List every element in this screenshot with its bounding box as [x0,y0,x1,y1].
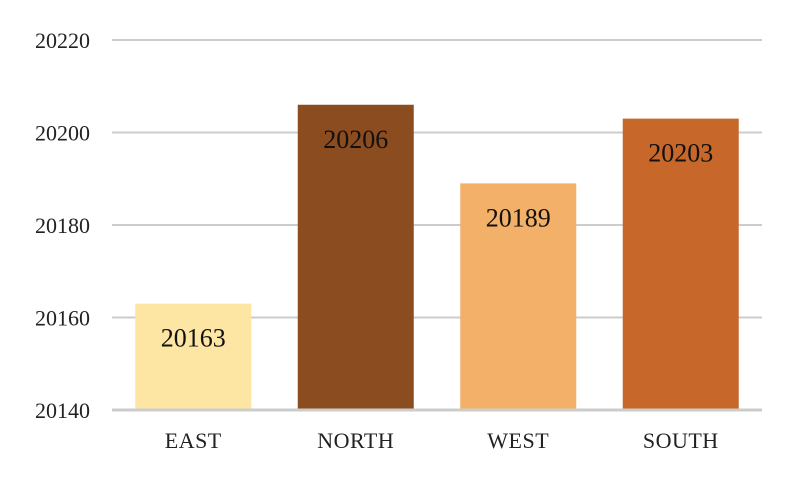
y-tick-label: 20140 [35,398,90,423]
y-tick-label: 20220 [35,28,90,53]
x-axis-category-labels: EAST NORTH WEST SOUTH [112,408,762,453]
bars [135,104,739,410]
data-label-south: 20203 [648,139,713,168]
bar-north [297,104,414,410]
category-label-east: EAST [165,428,222,453]
category-label-west: WEST [487,428,549,453]
y-tick-label: 20160 [35,306,90,331]
y-axis-tick-labels: 20140 20160 20180 20200 20220 [35,28,90,423]
bar-east [135,303,252,410]
data-label-north: 20206 [323,125,388,154]
y-tick-label: 20180 [35,213,90,238]
bar-west [460,183,577,410]
y-tick-label: 20200 [35,121,90,146]
bar-south [622,118,739,410]
category-label-south: SOUTH [643,428,719,453]
category-label-north: NORTH [317,428,394,453]
data-label-west: 20189 [486,203,551,232]
data-labels: 20163 20206 20189 20203 [161,125,714,353]
data-label-east: 20163 [161,324,226,353]
